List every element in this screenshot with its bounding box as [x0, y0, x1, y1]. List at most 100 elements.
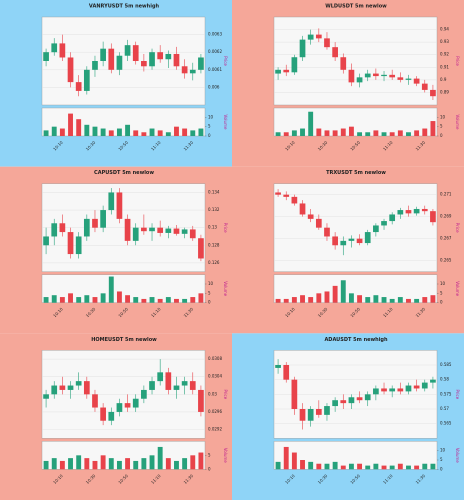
candle-body	[275, 365, 281, 368]
y-tick-label: 0.267	[440, 236, 452, 241]
candle-body	[405, 210, 412, 214]
volume-bar	[365, 132, 371, 136]
chart-panel: ADAUSDT 5m newhigh 0.565 0.57 0.575 0.58 0.58…	[232, 333, 464, 500]
volume-bar	[332, 461, 338, 470]
y2-tick-label: 5	[440, 124, 443, 129]
y-tick-label: 0.93	[440, 39, 449, 44]
y-tick-label: 0.0062	[208, 49, 222, 54]
candle-body	[51, 223, 58, 237]
y-axis-label: Price	[455, 223, 460, 233]
y2-tick-label: 0	[440, 466, 443, 471]
candle-body	[92, 394, 98, 408]
candle-body	[132, 45, 139, 61]
candle-body	[198, 238, 204, 259]
candle-body	[389, 388, 396, 392]
candle-body	[299, 203, 306, 215]
volume-bar	[68, 113, 73, 136]
volume-bar	[348, 463, 354, 470]
y-tick-label: 0.0292	[208, 427, 222, 432]
candle-body	[421, 382, 428, 389]
volume-bar	[291, 130, 297, 136]
volume-bar	[300, 128, 305, 136]
candle-body	[324, 38, 330, 48]
y-tick-label: 0.575	[440, 391, 452, 396]
volume-bar	[141, 132, 147, 136]
candle-body	[291, 196, 298, 204]
candle-body	[149, 381, 155, 390]
candle-body	[108, 48, 115, 70]
candle-body	[315, 218, 322, 228]
chart-title: WLDUSDT 5m newlow	[325, 4, 387, 10]
volume-bar	[389, 465, 395, 470]
y2-tick-label: 10	[208, 114, 214, 119]
volume-bar	[59, 128, 65, 136]
candle-body	[149, 52, 155, 67]
candle-body	[67, 57, 74, 83]
candle-body	[299, 409, 306, 421]
candle-body	[83, 69, 90, 91]
volume-bar	[373, 295, 379, 303]
volume-bar	[357, 132, 363, 136]
volume-bar	[182, 458, 188, 470]
volume-bar	[291, 297, 297, 303]
candle-body	[356, 238, 363, 244]
y2-tick-label: 10	[208, 281, 214, 286]
candle-body	[189, 69, 196, 74]
volume-bar	[348, 126, 354, 136]
candle-body	[315, 409, 322, 415]
candle-body	[116, 403, 123, 412]
y2-axis-label: Volume	[455, 281, 460, 296]
y-tick-label: 0.565	[440, 421, 452, 426]
volume-bar	[165, 132, 171, 136]
volume-bar	[165, 297, 171, 303]
y-tick-label: 0.128	[208, 242, 220, 247]
candle-body	[275, 69, 281, 74]
candle-body	[108, 192, 115, 211]
chart-panel: WLDUSDT 5m newlow 0.89 0.9 0.91 0.92 0.93 0.94…	[232, 0, 464, 167]
candle-body	[189, 381, 196, 390]
y-tick-label: 0.265	[440, 258, 452, 263]
candle-body	[397, 388, 404, 392]
volume-bar	[275, 461, 281, 470]
volume-bar	[316, 128, 322, 136]
candle-body	[332, 236, 338, 246]
candle-body	[340, 400, 347, 404]
volume-bar	[430, 463, 436, 470]
y2-axis-label: Volume	[455, 115, 460, 130]
volume-bar	[365, 465, 371, 470]
y-axis-label: Price	[455, 56, 460, 66]
candle-body	[340, 240, 347, 246]
volume-bar	[51, 295, 57, 303]
candle-body	[43, 52, 49, 61]
volume-bar	[300, 460, 305, 470]
volume-bar	[157, 298, 163, 303]
candle-body	[141, 61, 147, 67]
candle-body	[373, 225, 379, 233]
volume-bar	[340, 465, 346, 470]
candle-body	[373, 73, 379, 77]
volume-bar	[381, 297, 387, 303]
y2-tick-label: 0	[440, 133, 443, 138]
volume-bar	[316, 463, 322, 470]
chart-title: CAPUSDT 5m newlow	[94, 170, 154, 176]
volume-bar	[51, 126, 57, 136]
volume-bar	[381, 132, 387, 136]
volume-area	[273, 274, 438, 303]
candle-body	[189, 229, 196, 239]
candle-body	[83, 218, 90, 237]
candle-body	[173, 385, 180, 390]
volume-bar	[430, 295, 436, 303]
volume-bar	[108, 458, 114, 470]
candle-body	[307, 34, 314, 40]
volume-bar	[76, 455, 82, 470]
volume-bar	[308, 461, 314, 470]
volume-bar	[422, 297, 428, 303]
y-tick-label: 0.03	[208, 391, 217, 396]
volume-bar	[92, 460, 98, 470]
volume-bar	[397, 297, 403, 303]
candle-body	[332, 400, 338, 407]
volume-bar	[76, 297, 82, 303]
chart-panel: VANRYUSDT 5m newhigh 0.006 0.0061 0.0062 0.0…	[0, 0, 232, 167]
candle-body	[157, 52, 164, 60]
candle-body	[51, 385, 58, 395]
